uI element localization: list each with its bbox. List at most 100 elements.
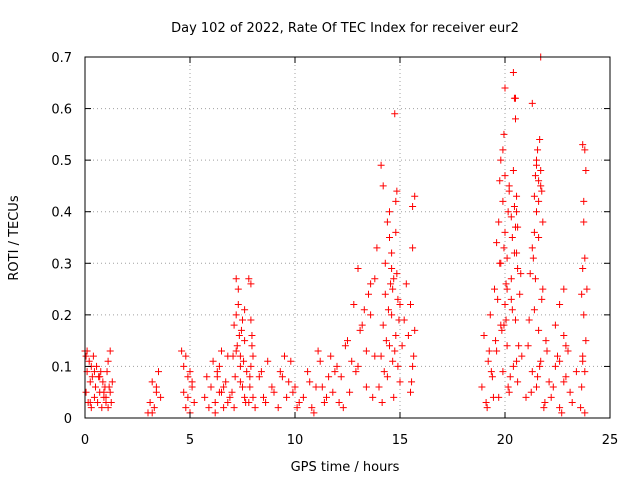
data-point bbox=[378, 399, 386, 407]
y-tick-label: 0.2 bbox=[51, 309, 72, 324]
data-point bbox=[580, 197, 588, 205]
data-point bbox=[578, 290, 586, 298]
data-point bbox=[551, 321, 559, 329]
data-point bbox=[407, 301, 414, 309]
data-point bbox=[239, 383, 246, 391]
data-point bbox=[152, 383, 160, 391]
data-point bbox=[249, 352, 257, 360]
data-point bbox=[386, 342, 393, 350]
x-tick-label: 10 bbox=[287, 433, 304, 448]
data-point bbox=[344, 337, 351, 345]
data-point bbox=[213, 373, 221, 381]
data-point bbox=[582, 337, 590, 345]
data-point bbox=[514, 223, 522, 231]
data-point bbox=[478, 383, 486, 391]
data-point bbox=[392, 197, 400, 205]
data-point bbox=[386, 208, 393, 216]
data-point bbox=[483, 404, 491, 412]
data-point bbox=[97, 368, 105, 376]
data-point bbox=[512, 115, 519, 123]
data-point bbox=[348, 357, 356, 365]
x-axis-label: GPS time / hours bbox=[291, 460, 400, 475]
data-point bbox=[306, 378, 314, 386]
data-point bbox=[509, 68, 517, 76]
data-point bbox=[393, 270, 401, 278]
data-point bbox=[487, 368, 495, 376]
data-point bbox=[507, 295, 515, 303]
x-tick-label: 0 bbox=[81, 433, 89, 448]
data-point bbox=[501, 172, 509, 180]
data-point bbox=[528, 244, 536, 252]
data-point bbox=[331, 368, 339, 376]
data-point bbox=[245, 399, 253, 407]
data-point bbox=[383, 218, 391, 226]
data-point bbox=[339, 404, 347, 412]
data-point bbox=[536, 136, 544, 144]
y-tick-label: 0.7 bbox=[51, 51, 72, 66]
y-tick-label: 0.4 bbox=[51, 206, 72, 221]
data-point bbox=[551, 362, 559, 370]
data-point bbox=[491, 285, 498, 293]
data-point bbox=[533, 156, 540, 164]
data-point bbox=[409, 244, 417, 252]
data-point bbox=[235, 331, 243, 339]
data-point bbox=[220, 404, 228, 412]
data-point bbox=[581, 409, 589, 417]
data-point bbox=[410, 352, 418, 360]
data-point bbox=[493, 239, 501, 247]
y-tick-label: 0.6 bbox=[51, 103, 72, 118]
data-point bbox=[209, 357, 217, 365]
data-point bbox=[99, 378, 107, 386]
data-point bbox=[373, 244, 381, 252]
data-point bbox=[155, 368, 162, 376]
data-point bbox=[502, 316, 510, 324]
data-point bbox=[205, 404, 213, 412]
data-point bbox=[278, 373, 286, 381]
data-point bbox=[240, 357, 248, 365]
data-point bbox=[329, 388, 337, 396]
data-point bbox=[508, 234, 516, 241]
data-point bbox=[543, 347, 551, 355]
data-point bbox=[226, 393, 234, 401]
data-point bbox=[489, 393, 497, 401]
data-point bbox=[220, 383, 228, 391]
data-point bbox=[535, 197, 543, 205]
data-point bbox=[501, 228, 509, 236]
data-point bbox=[94, 399, 102, 407]
data-point bbox=[86, 378, 94, 386]
data-point bbox=[150, 404, 158, 412]
data-point bbox=[507, 275, 515, 283]
data-point bbox=[500, 130, 508, 138]
data-point bbox=[527, 388, 535, 396]
data-point bbox=[388, 311, 396, 319]
y-axis-label: ROTI / TECUs bbox=[7, 195, 22, 280]
data-point bbox=[581, 368, 589, 376]
data-point bbox=[228, 388, 236, 396]
data-point bbox=[188, 378, 196, 386]
data-point bbox=[579, 141, 587, 149]
data-point bbox=[496, 177, 504, 185]
data-point bbox=[232, 311, 240, 319]
data-point bbox=[503, 254, 511, 262]
data-point bbox=[515, 342, 523, 350]
data-point bbox=[90, 368, 98, 376]
data-point bbox=[337, 373, 345, 381]
data-point bbox=[545, 378, 553, 386]
data-point bbox=[534, 146, 542, 154]
data-point bbox=[522, 393, 530, 401]
data-point bbox=[554, 352, 561, 360]
data-point bbox=[82, 388, 90, 396]
data-point bbox=[562, 373, 570, 381]
data-point bbox=[542, 337, 550, 345]
data-point bbox=[283, 393, 291, 401]
data-point bbox=[537, 166, 545, 174]
data-point bbox=[547, 393, 555, 401]
data-point bbox=[539, 285, 547, 293]
data-point bbox=[229, 352, 237, 360]
data-point bbox=[507, 213, 515, 221]
data-point bbox=[180, 388, 188, 396]
data-point bbox=[335, 399, 343, 407]
data-point bbox=[529, 254, 537, 262]
data-point bbox=[497, 259, 505, 267]
data-point bbox=[333, 362, 341, 370]
